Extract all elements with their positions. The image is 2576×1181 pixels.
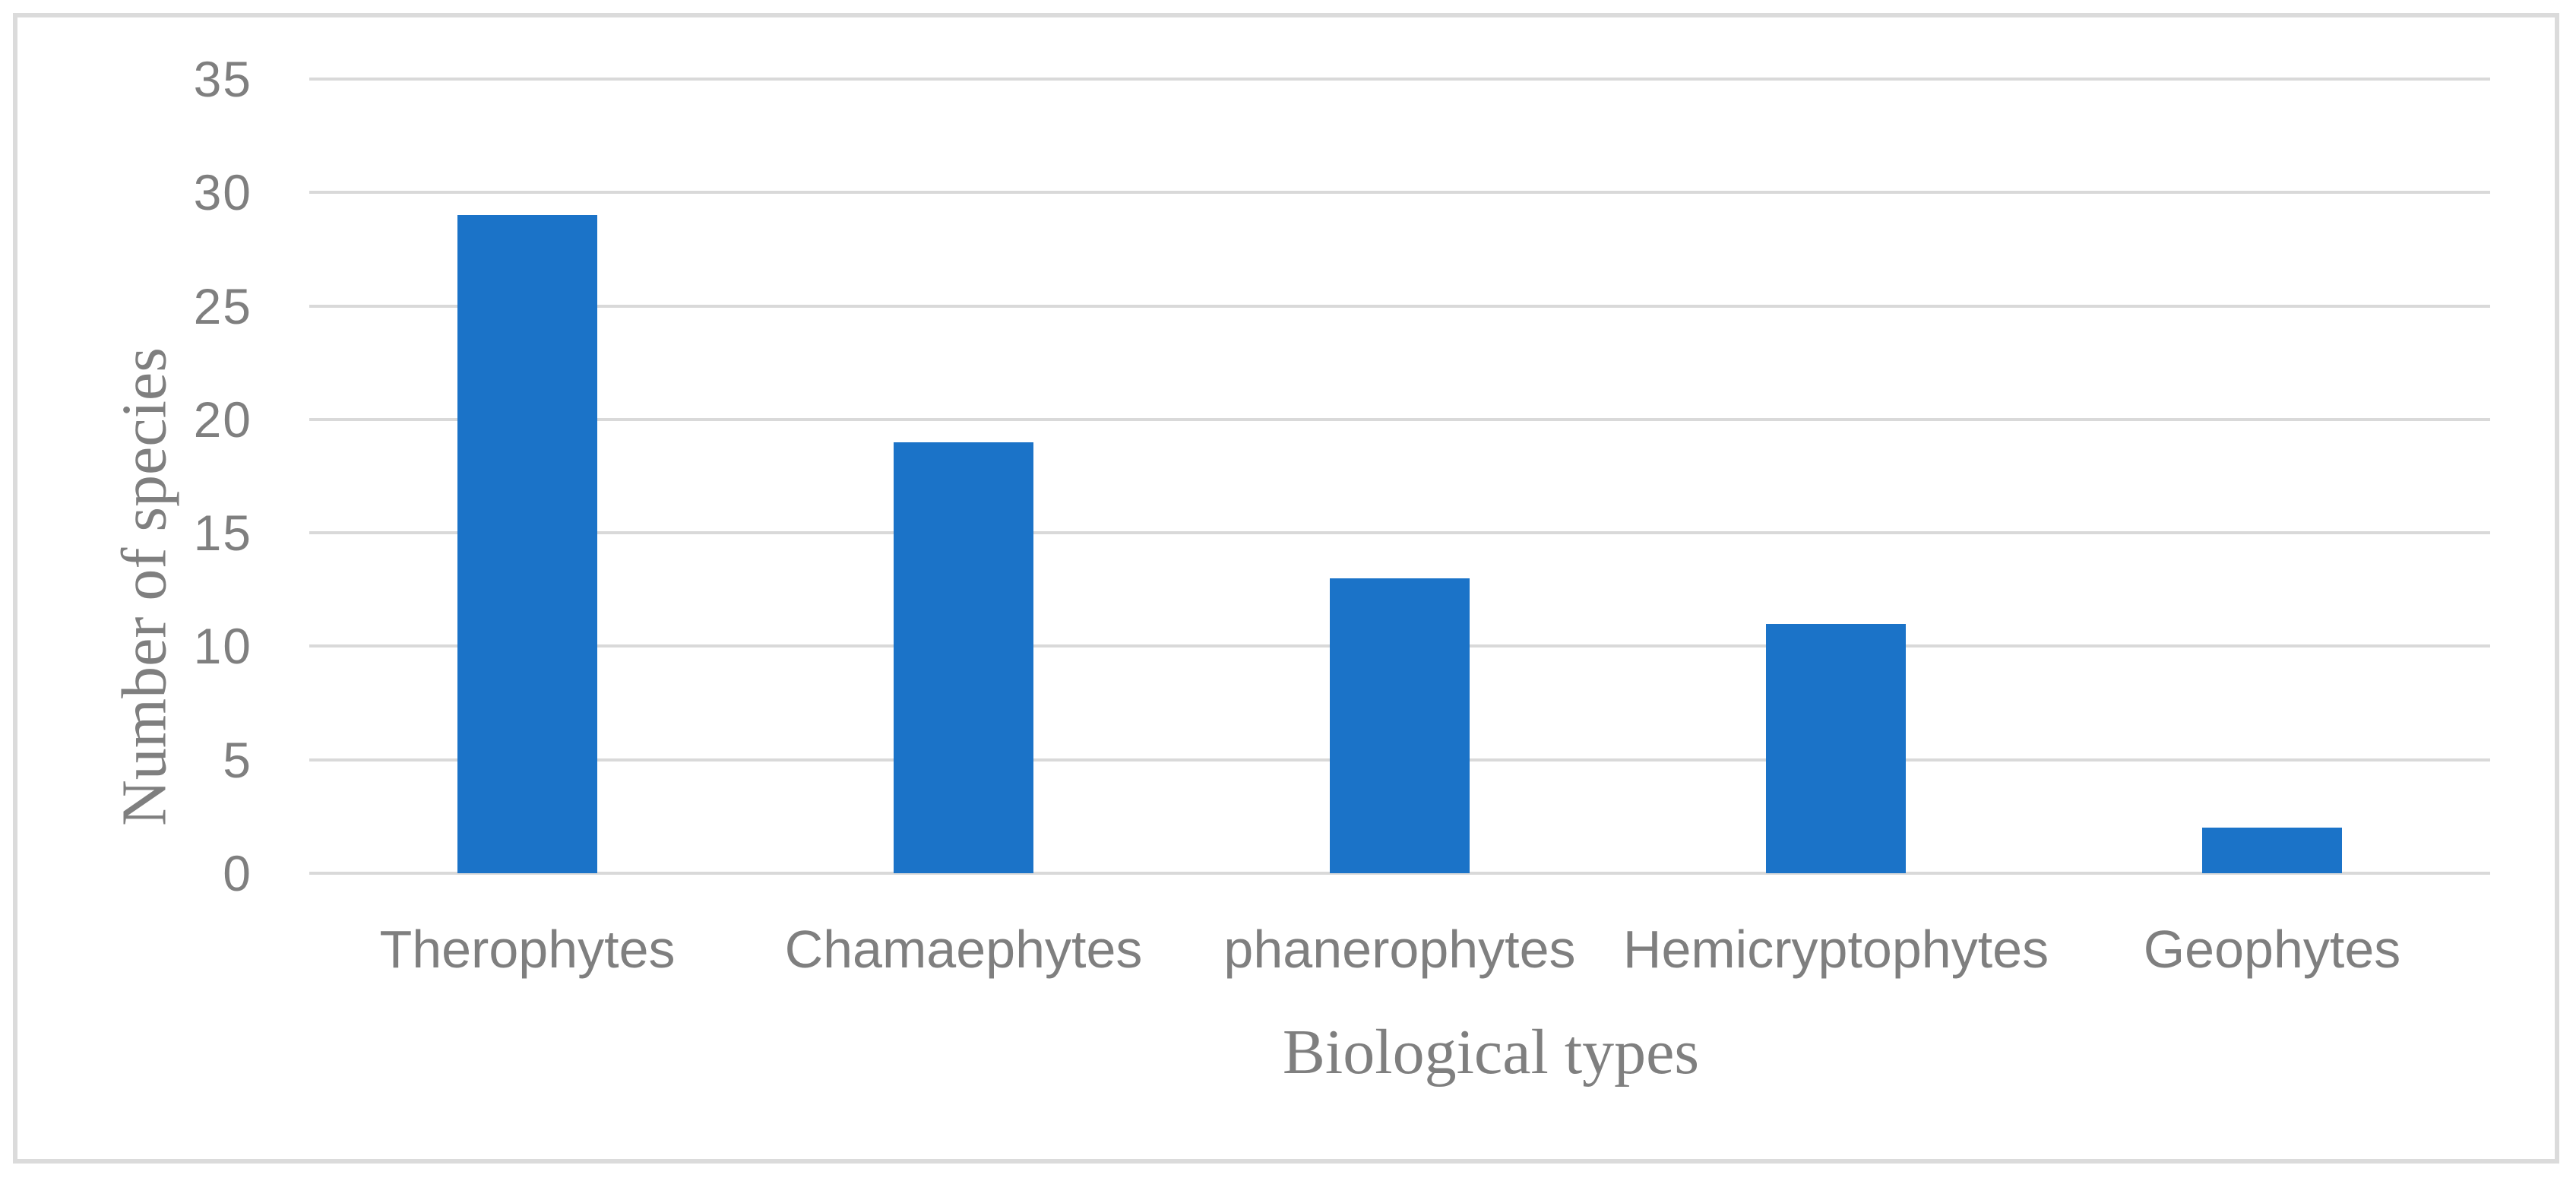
gridline-15 xyxy=(309,531,2490,535)
y-tick-label-0: 0 xyxy=(223,845,252,901)
y-tick-label-25: 25 xyxy=(193,277,252,334)
gridline-0 xyxy=(309,872,2490,875)
gridline-25 xyxy=(309,304,2490,308)
x-category-label-phanerophytes: phanerophytes xyxy=(1223,920,1576,979)
x-category-label-geophytes: Geophytes xyxy=(2143,920,2401,979)
y-tick-label-20: 20 xyxy=(193,391,252,448)
gridline-35 xyxy=(309,78,2490,81)
x-axis-title: Biological types xyxy=(1282,1017,1700,1088)
y-tick-label-35: 35 xyxy=(193,51,252,107)
x-category-label-chamaephytes: Chamaephytes xyxy=(784,920,1143,979)
gridline-20 xyxy=(309,417,2490,421)
y-tick-label-30: 30 xyxy=(193,164,252,221)
bar-chamaephytes xyxy=(894,442,1033,873)
bar-hemicryptophytes xyxy=(1766,623,1906,873)
bar-geophytes xyxy=(2202,828,2342,873)
gridline-30 xyxy=(309,191,2490,195)
x-category-label-therophytes: Therophytes xyxy=(379,920,676,979)
y-tick-label-10: 10 xyxy=(193,618,252,675)
chart-border-frame xyxy=(13,13,2559,1164)
bar-therophytes xyxy=(457,215,597,873)
y-tick-label-15: 15 xyxy=(193,505,252,562)
x-category-label-hemicryptophytes: Hemicryptophytes xyxy=(1622,920,2049,979)
y-axis-title: Number of species xyxy=(109,347,180,826)
bar-phanerophytes xyxy=(1330,578,1470,873)
y-tick-label-5: 5 xyxy=(223,731,252,788)
